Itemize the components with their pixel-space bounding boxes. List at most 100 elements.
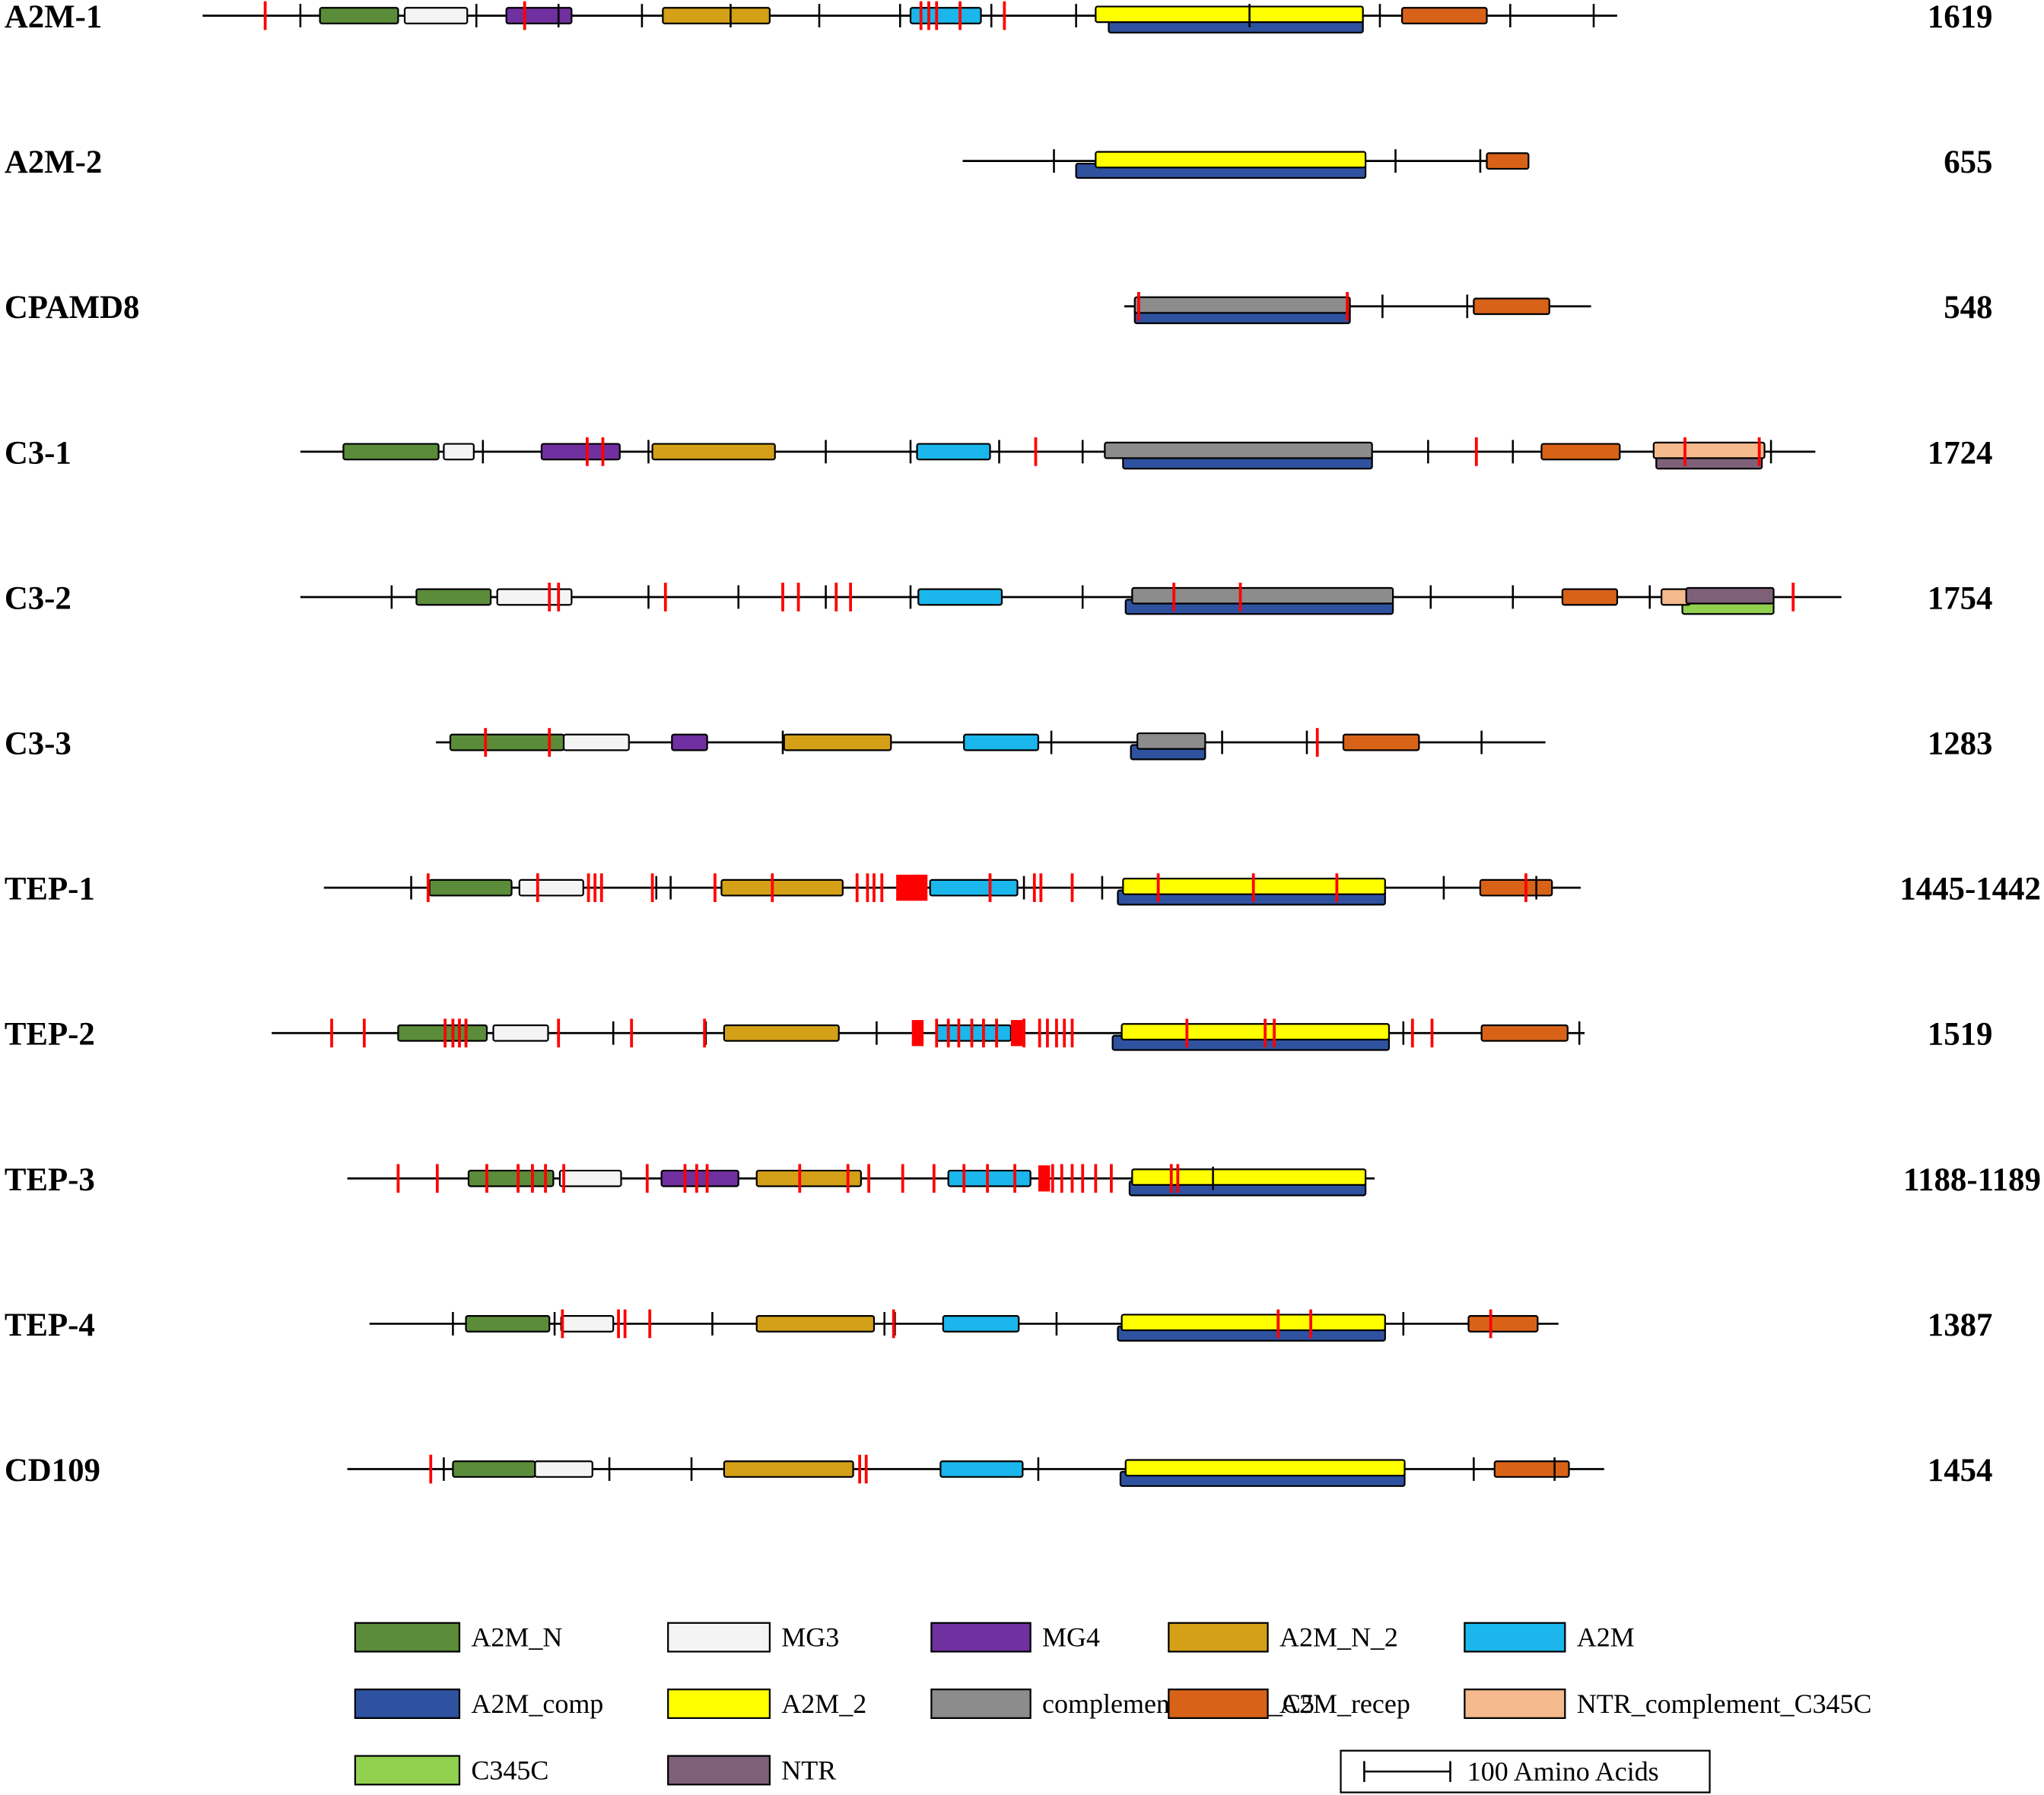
legend-swatch (930, 1622, 1032, 1653)
protein-length: 1387 (1928, 1307, 1993, 1343)
domain-complement-c3-c4-c5 (1104, 441, 1373, 459)
legend-label: A2M_2 (781, 1689, 866, 1719)
legend-label: MG4 (1042, 1622, 1100, 1653)
domain-a2m (939, 1460, 1024, 1478)
protein-name: TEP-1 (5, 872, 95, 907)
protein-row-cpamd8: CPAMD8 548 (5, 290, 1993, 326)
legend-item-a2m: A2M (1464, 1622, 1635, 1653)
domain-a2m-recep (1486, 152, 1530, 170)
domain-a2m-recep (1480, 1024, 1569, 1042)
domain-a2m-recep (1561, 588, 1618, 606)
legend-label: A2M (1577, 1622, 1635, 1653)
protein-name: C3-1 (5, 435, 72, 471)
domain-complement-c3-c4-c5 (1133, 296, 1351, 314)
domain-complement-c3-c4-c5 (1136, 732, 1206, 750)
domain-mg3 (518, 878, 584, 897)
domain-a2m-2 (1124, 1459, 1406, 1477)
domain-a2m-2 (1121, 1314, 1386, 1332)
domain-mg3 (496, 588, 573, 606)
domain-a2m-recep (1473, 297, 1550, 316)
domain-a2m-n-2 (651, 443, 776, 461)
legend-label: NTR (781, 1755, 836, 1785)
legend-item-mg4: MG4 (930, 1622, 1100, 1653)
domain-a2m-n (465, 1315, 551, 1333)
legend-label: A2M_recep (1279, 1689, 1410, 1719)
protein-length: 1519 (1928, 1017, 1993, 1053)
legend-item-ntr: NTR (667, 1755, 836, 1786)
domain-a2m-n (428, 878, 513, 897)
domain-a2m-2 (1131, 1168, 1367, 1187)
legend-swatch (354, 1689, 461, 1719)
domain-a2m-2 (1095, 151, 1367, 169)
protein-row-tep-4: TEP-4 1387 (5, 1307, 1993, 1343)
protein-name: C3-2 (5, 580, 72, 616)
domain-a2m-recep (1479, 878, 1553, 897)
domain-a2m-2 (1121, 1023, 1391, 1040)
domain-a2m-recep (1342, 733, 1420, 751)
legend-label: A2M_comp (471, 1689, 603, 1719)
domain-a2m-n (397, 1024, 488, 1042)
domain-a2m-n (449, 733, 565, 751)
scale-bar: 100 Amino Acids (1340, 1749, 1711, 1793)
domain-mg3 (562, 733, 630, 751)
protein-row-c3-1: C3-1 1724 (5, 435, 1993, 471)
domain-a2m-n (415, 588, 492, 606)
protein-row-c3-2: C3-2 1754 (5, 580, 1993, 616)
domain-complement-c3-c4-c5 (1131, 586, 1394, 605)
domain-a2m-n (342, 443, 440, 461)
domain-mg4 (671, 733, 708, 751)
protein-length: 1724 (1928, 435, 1993, 471)
legend-swatch (930, 1689, 1032, 1719)
red-mark-cluster (1038, 1165, 1051, 1192)
protein-row-c3-3: C3-3 1283 (5, 726, 1993, 761)
red-mark-cluster (1010, 1020, 1023, 1047)
legend-swatch (1464, 1689, 1566, 1719)
legend-item-a2m-comp: A2M_comp (354, 1689, 603, 1719)
legend-swatch (667, 1755, 771, 1786)
legend-swatch (667, 1689, 771, 1719)
domain-ntr (1685, 586, 1775, 605)
legend-item-mg3: MG3 (667, 1622, 839, 1653)
domain-a2m-n-2 (723, 1024, 840, 1042)
domain-a2m-n-2 (723, 1460, 854, 1478)
protein-rows: A2M-1 1619 A2M-2 655 CPAMD8 548 C3-1 1724 C3-2 17… (5, 0, 2041, 1488)
legend-item-c345c: C345C (354, 1755, 548, 1786)
protein-length: 1754 (1928, 580, 1993, 616)
legend-item-a2m-recep: A2M_recep (1168, 1689, 1410, 1719)
domain-a2m-n-2 (755, 1315, 876, 1333)
domain-a2m-recep (1493, 1460, 1570, 1478)
protein-length: 548 (1944, 290, 1992, 326)
protein-name: CPAMD8 (5, 290, 140, 326)
protein-length: 1188-1189 (1903, 1162, 2041, 1198)
domain-mg3 (560, 1315, 615, 1333)
domain-a2m-recep (1467, 1315, 1539, 1333)
legend-label: A2M_N (471, 1622, 562, 1653)
domain-a2m-n (319, 7, 399, 24)
legend-swatch (354, 1755, 461, 1786)
protein-row-tep-1: TEP-1 1445-1442 (5, 872, 2041, 907)
protein-row-tep-3: TEP-3 1188-1189 (5, 1162, 2041, 1198)
domain-a2m-n-2 (720, 878, 844, 897)
domain-a2m-n-2 (662, 7, 771, 24)
protein-name: TEP-4 (5, 1307, 95, 1343)
domain-a2m (947, 1169, 1032, 1187)
domain-a2m (942, 1315, 1020, 1333)
legend-swatch (1168, 1622, 1269, 1653)
domain-a2m-n-2 (755, 1169, 862, 1187)
domain-a2m-2 (1095, 5, 1364, 24)
legend-swatch (1464, 1622, 1566, 1653)
legend-label: NTR_complement_C345C (1577, 1689, 1872, 1719)
domain-a2m-n-2 (783, 733, 892, 751)
domain-mg4 (540, 443, 621, 461)
legend-label: MG3 (781, 1622, 839, 1653)
protein-name: A2M-1 (5, 0, 102, 35)
domain-a2m-n (467, 1169, 555, 1187)
protein-name: A2M-2 (5, 145, 102, 180)
legend-label: C345C (471, 1755, 548, 1785)
domain-mg3 (443, 443, 475, 461)
protein-length: 1283 (1928, 726, 1993, 761)
scale-bar-label: 100 Amino Acids (1467, 1756, 1659, 1787)
domain-a2m-recep (1540, 443, 1621, 461)
domain-a2m (963, 733, 1040, 751)
